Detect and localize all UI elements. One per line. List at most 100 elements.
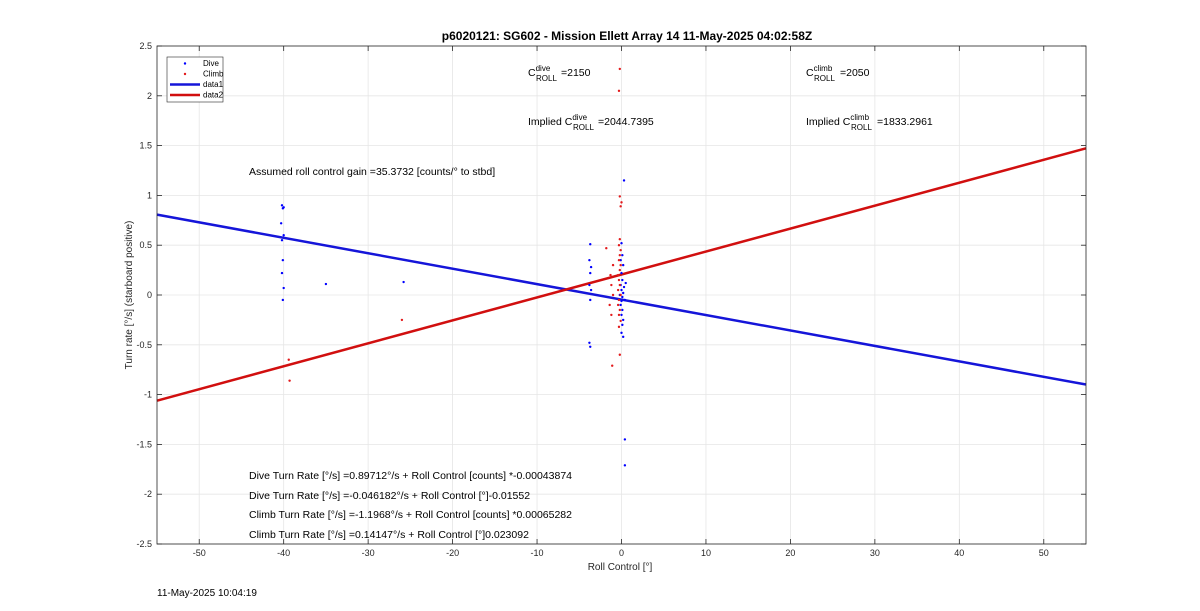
implied-c-roll-dive-annotation: Implied Cdive ROLL =2044.7395 [528,113,654,132]
dive-point [620,331,623,335]
climb-point [619,293,622,297]
climb-point [617,278,621,282]
x-tick-label: 50 [1039,548,1049,558]
x-tick-label: 10 [701,548,711,558]
climb-point [618,353,622,356]
climb-point [617,244,621,247]
dive-point [621,263,625,267]
legend-data1-label: data1 [203,80,224,89]
dive-point [588,341,591,345]
dive-fit-counts-text: Dive Turn Rate [°/s] =0.89712°/s + Roll … [249,470,572,482]
climb-point [617,298,621,302]
dive-point [282,286,285,290]
dive-point [623,298,627,302]
y-tick-label: -1.5 [136,439,152,449]
climb-point [610,283,613,287]
x-tick-label: -30 [362,548,375,558]
data-points [279,67,627,467]
climb-point [618,67,622,71]
dive-point [619,303,622,307]
climb-point [616,273,620,277]
climb-point [617,313,621,317]
x-tick-label: -10 [531,548,544,558]
y-tick-label: -2.5 [136,539,152,549]
dive-point [623,464,627,467]
climb-point [619,319,622,323]
axis-ticks: -50 -40 -30 -20 -10 0 10 20 30 40 50-2.5-2-1.5-1-0… [136,41,1086,558]
legend-dive-label: Dive [203,59,220,68]
climb-point [617,325,621,329]
y-tick-label: -2 [144,489,152,499]
dive-point [621,323,624,327]
y-tick-label: 0 [147,290,152,300]
dive-point [621,253,624,257]
climb-point [618,238,622,241]
climb-point [616,288,620,292]
dive-point [620,242,623,245]
dive-point [589,345,592,348]
x-tick-label: -40 [277,548,290,558]
x-tick-label: -50 [193,548,206,558]
climb-point [611,263,615,267]
climb-point [618,253,622,257]
climb-point [619,248,622,252]
x-tick-label: 0 [619,548,624,558]
climb-point [618,268,622,272]
chart-title: p6020121: SG602 - Mission Ellett Array 1… [442,29,812,43]
dive-point [281,207,285,210]
y-tick-label: 1.5 [139,141,152,151]
climb-point [288,379,291,382]
y-tick-label: -0.5 [136,340,152,350]
dive-point [621,308,624,312]
legend-climb-marker [183,72,187,76]
y-tick-label: 0.5 [139,240,152,250]
climb-point [609,273,612,277]
dive-point [621,335,625,339]
climb-point [617,89,621,93]
climb-point [619,263,622,267]
legend-climb-label: Climb [203,70,224,79]
climb-point [618,283,622,287]
dive-point [589,243,592,246]
y-tick-label: 2.5 [139,41,152,51]
dive-point [620,299,623,303]
dive-point [620,271,623,275]
dive-point [621,295,624,299]
implied-c-roll-climb-annotation: Implied Cclimb ROLL =1833.2961 [806,113,933,132]
dive-point [282,234,285,237]
dive-point [621,318,625,322]
legend: Dive Climb data1 data2 [166,56,224,103]
x-tick-label: -20 [446,548,459,558]
climb-point [620,201,623,204]
x-axis-label: Roll Control [°] [588,562,653,573]
dive-point [588,258,591,262]
climb-point [617,258,621,262]
y-tick-label: 1 [147,190,152,200]
dive-point [402,280,405,284]
x-tick-label: 40 [954,548,964,558]
climb-fit-counts-text: Climb Turn Rate [°/s] =-1.1968°/s + Roll… [249,509,572,521]
y-tick-label: 2 [147,91,152,101]
climb-point [618,308,622,312]
dive-point [280,204,284,207]
x-tick-label: 20 [785,548,795,558]
dive-point [623,438,627,441]
climb-point [400,318,404,322]
data1-fit-line [156,213,1087,386]
timestamp: 11-May-2025 10:04:19 [157,588,257,599]
climb-point [616,303,620,307]
fit-lines [156,147,1087,402]
dive-point [621,291,625,295]
climb-point [619,205,622,208]
y-axis-label: Turn rate [°/s] (starboard positive) [124,221,135,370]
climb-point [610,313,613,317]
dive-point [324,282,328,286]
dive-point [624,281,627,285]
dive-point [589,271,592,275]
dive-point [589,265,593,269]
dive-point [279,222,283,225]
c-roll-climb-annotation: Cclimb ROLL =2050 [806,64,870,83]
legend-data2-label: data2 [203,91,224,100]
climb-point [605,246,608,250]
dive-point [619,258,622,262]
